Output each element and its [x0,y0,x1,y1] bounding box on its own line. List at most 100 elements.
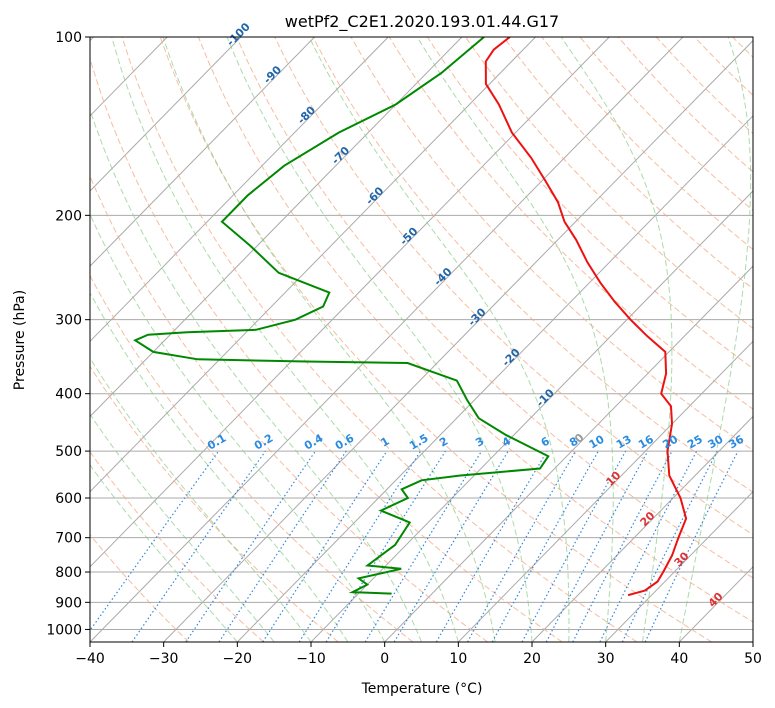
mixing-ratio-line [131,450,266,642]
isotherm-line [531,415,753,642]
dry-adiabat [90,451,264,642]
isotherm-label: -30 [465,305,488,328]
isotherm-label: -40 [431,265,454,288]
x-tick-label: 50 [744,651,762,667]
dry-adiabat [465,37,753,329]
moist-adiabat [90,291,349,642]
x-axis-label: Temperature (°C) [361,681,483,697]
background-lines [90,37,775,642]
isotherm-label: -90 [261,63,284,86]
moist-adiabat [416,37,614,642]
isotherm-label: 40 [706,590,726,610]
y-tick-label: 600 [55,491,82,507]
moist-adiabat [90,108,422,642]
mixing-ratio-label: 25 [685,433,705,452]
isotherm-line [752,641,753,642]
dry-adiabat [90,56,563,642]
isotherm-line [90,37,315,267]
y-tick-label: 1000 [46,622,82,638]
mixing-ratio-label: 16 [636,432,656,451]
dry-adiabat [90,365,339,642]
temperature-profile [484,37,688,597]
mixing-ratio-label: 1.5 [407,432,430,453]
mixing-ratio-label: 3 [473,435,486,450]
moist-adiabat [678,37,752,642]
mixing-ratio-line [466,450,577,642]
mixing-ratio-line [185,450,316,642]
dry-adiabat [121,37,638,642]
x-tick-label: 20 [523,651,541,667]
dewpoint-profile [133,37,550,595]
isotherm-line [236,115,753,642]
mixing-ratio-line [545,450,649,642]
moist-adiabat [90,356,312,642]
isotherm-line [163,39,753,642]
isotherm-line [90,37,536,493]
isotherm-label: 30 [672,549,692,569]
dry-adiabat [90,274,414,642]
dry-adiabat [312,37,753,493]
mixing-ratio-line [621,450,718,642]
mixing-ratio-line [262,450,388,642]
x-tick-label: −10 [296,651,326,667]
isotherm-line [310,190,753,642]
isotherm-label: -80 [295,103,318,126]
isotherm-line [90,37,463,418]
dry-adiabat [579,37,753,212]
y-tick-label: 800 [55,565,82,581]
axis-ticks: −40 −30 −20 −10 0 10 20 30 40 50 1000 900 800 700 600 5… [46,30,762,667]
x-tick-label: 10 [449,651,467,667]
isotherm-line [457,340,753,642]
mixing-ratio-label: 36 [726,432,746,451]
y-tick-label: 100 [55,30,82,46]
moist-adiabat [226,37,533,642]
x-tick-label: −30 [149,651,179,667]
mixing-ratio-label: 1 [379,435,392,450]
y-axis-label: Pressure (hPa) [12,290,28,390]
mixing-ratio-label: 10 [587,432,607,451]
x-tick-label: 40 [670,651,688,667]
moist-adiabat [111,37,459,642]
mixing-ratio-line [298,450,422,642]
x-tick-label: 0 [380,651,389,667]
isotherm-label: -20 [500,346,523,369]
isotherm-line [384,265,753,642]
moist-adiabat [308,37,570,642]
moist-adiabat [162,37,496,642]
isotherm-label: -10 [534,386,557,409]
y-tick-label: 900 [55,595,82,611]
y-tick-label: 300 [55,313,82,329]
y-tick-label: 700 [55,531,82,547]
moist-adiabat [90,413,275,642]
moist-adiabat [90,464,238,642]
dry-adiabat [90,533,190,642]
dry-adiabat [426,37,753,370]
isotherm-line [90,37,684,642]
isotherm-line [90,37,610,568]
dry-adiabat [771,37,775,642]
mixing-ratio-line [572,450,673,642]
mixing-ratio-line [599,450,698,642]
isotherm-label: 10 [603,468,623,488]
isotherm-line [678,566,753,642]
y-tick-label: 200 [55,208,82,224]
isotherm-label: -60 [363,184,386,207]
isotherm-label: 20 [638,509,658,529]
x-tick-label: −20 [223,651,253,667]
isotherm-line [90,37,242,192]
moist-adiabat [560,37,673,642]
sounding-profiles [133,37,688,597]
isotherm-line [605,490,753,642]
mixing-ratio-label: 20 [660,432,680,451]
y-tick-label: 400 [55,387,82,403]
dry-adiabat [159,37,712,642]
mixing-ratio-line [521,450,627,642]
line-labels: 0.1 0.2 0.4 0.6 1 1.5 2 3 4 6 8 10 13 16 20 25 30 36-100-… [205,20,746,610]
dry-adiabat [732,37,753,58]
moist-adiabat [90,212,386,642]
chart-title: wetPf2_C2E1.2020.193.01.44.G17 [285,12,559,32]
dry-adiabat [350,37,753,451]
mixing-ratio-line [393,450,509,642]
x-tick-label: −40 [75,651,105,667]
